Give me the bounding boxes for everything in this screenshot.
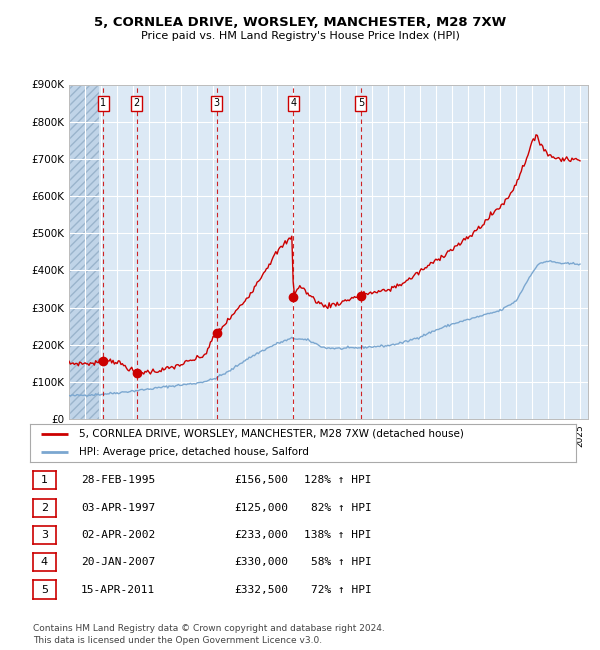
Text: Price paid vs. HM Land Registry's House Price Index (HPI): Price paid vs. HM Land Registry's House … [140, 31, 460, 41]
Text: 5, CORNLEA DRIVE, WORSLEY, MANCHESTER, M28 7XW (detached house): 5, CORNLEA DRIVE, WORSLEY, MANCHESTER, M… [79, 429, 464, 439]
Text: 02-APR-2002: 02-APR-2002 [81, 530, 155, 540]
Text: 28-FEB-1995: 28-FEB-1995 [81, 475, 155, 486]
Text: 72% ↑ HPI: 72% ↑ HPI [311, 584, 372, 595]
Text: 5, CORNLEA DRIVE, WORSLEY, MANCHESTER, M28 7XW: 5, CORNLEA DRIVE, WORSLEY, MANCHESTER, M… [94, 16, 506, 29]
Text: £125,000: £125,000 [234, 502, 288, 513]
Text: Contains HM Land Registry data © Crown copyright and database right 2024.: Contains HM Land Registry data © Crown c… [33, 624, 385, 633]
Text: 128% ↑ HPI: 128% ↑ HPI [305, 475, 372, 486]
Text: £332,500: £332,500 [234, 584, 288, 595]
Text: 2: 2 [41, 502, 48, 513]
Text: 1: 1 [41, 475, 48, 486]
Text: This data is licensed under the Open Government Licence v3.0.: This data is licensed under the Open Gov… [33, 636, 322, 645]
Text: 3: 3 [214, 98, 220, 108]
Text: HPI: Average price, detached house, Salford: HPI: Average price, detached house, Salf… [79, 447, 309, 457]
Text: 2: 2 [134, 98, 140, 108]
Text: 15-APR-2011: 15-APR-2011 [81, 584, 155, 595]
Text: 5: 5 [41, 584, 48, 595]
Text: 03-APR-1997: 03-APR-1997 [81, 502, 155, 513]
Text: 138% ↑ HPI: 138% ↑ HPI [305, 530, 372, 540]
Text: 4: 4 [290, 98, 296, 108]
Text: £233,000: £233,000 [234, 530, 288, 540]
Text: 82% ↑ HPI: 82% ↑ HPI [311, 502, 372, 513]
Text: 5: 5 [358, 98, 364, 108]
Text: £156,500: £156,500 [234, 475, 288, 486]
Text: 20-JAN-2007: 20-JAN-2007 [81, 557, 155, 567]
Text: 4: 4 [41, 557, 48, 567]
Text: 3: 3 [41, 530, 48, 540]
Text: 58% ↑ HPI: 58% ↑ HPI [311, 557, 372, 567]
Text: £330,000: £330,000 [234, 557, 288, 567]
Text: 1: 1 [100, 98, 106, 108]
